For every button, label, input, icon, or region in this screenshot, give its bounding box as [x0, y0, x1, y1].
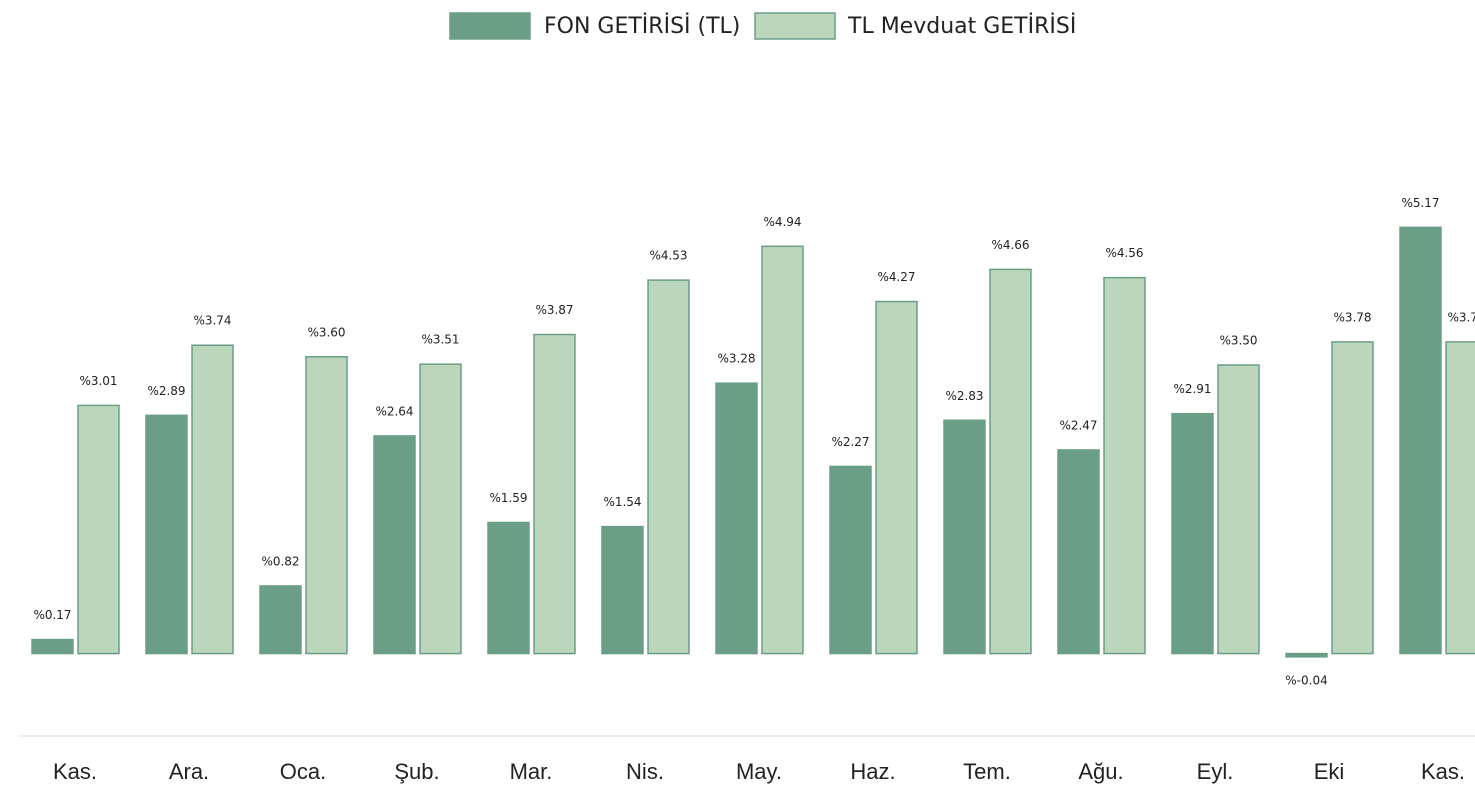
value-label: %2.89	[147, 384, 185, 398]
bar	[77, 404, 120, 655]
x-tick-label: Kas.	[1421, 759, 1465, 784]
bar	[1171, 412, 1214, 655]
bar	[601, 525, 644, 655]
x-tick-label: Nis.	[626, 759, 664, 784]
value-label: %3.60	[307, 325, 345, 339]
value-label: %3.87	[535, 303, 573, 317]
bar	[145, 414, 188, 655]
value-label: %4.27	[877, 270, 915, 284]
value-label: %3.28	[717, 352, 755, 366]
bar	[31, 638, 74, 655]
value-label: %2.83	[945, 389, 983, 403]
value-label: %2.27	[831, 435, 869, 449]
bar	[989, 268, 1032, 655]
bar	[1285, 652, 1328, 658]
bar	[373, 435, 416, 655]
x-tick-label: Haz.	[850, 759, 895, 784]
value-label: %4.56	[1105, 246, 1143, 260]
value-label: %4.53	[649, 249, 687, 263]
legend-swatch	[449, 12, 531, 40]
legend-label: TL Mevduat GETİRİSİ	[847, 13, 1076, 39]
x-tick-label: May.	[736, 759, 782, 784]
legend-swatch	[754, 12, 836, 40]
value-label: %3.74	[193, 314, 231, 328]
x-tick-label: Ara.	[169, 759, 209, 784]
value-label: %2.64	[375, 404, 413, 418]
x-tick-label: Şub.	[394, 759, 439, 784]
value-label: %1.54	[603, 495, 641, 509]
value-label: %4.94	[763, 215, 801, 229]
value-label: %2.47	[1059, 418, 1097, 432]
bar	[305, 356, 348, 655]
bar	[1103, 276, 1146, 655]
x-tick-label: Mar.	[510, 759, 553, 784]
value-label: %5.17	[1401, 196, 1439, 210]
bar	[1217, 364, 1260, 655]
value-label: %3.78	[1447, 310, 1475, 324]
x-tick-label: Tem.	[963, 759, 1011, 784]
value-label: %-0.04	[1285, 673, 1327, 687]
legend-label: FON GETİRİSİ (TL)	[544, 13, 740, 39]
x-tick-label: Eyl.	[1197, 759, 1234, 784]
value-label: %3.78	[1333, 310, 1371, 324]
x-tick-label: Eki	[1314, 759, 1345, 784]
value-label: %3.01	[79, 374, 117, 388]
bar	[647, 279, 690, 655]
bar	[1399, 226, 1442, 655]
bar	[533, 333, 576, 655]
x-tick-label: Ağu.	[1078, 759, 1123, 784]
x-tick-label: Oca.	[280, 759, 326, 784]
bar	[1445, 341, 1475, 655]
value-label: %1.59	[489, 491, 527, 505]
bar	[875, 300, 918, 655]
value-label: %4.66	[991, 238, 1029, 252]
bar	[1331, 341, 1374, 655]
bar	[715, 382, 758, 655]
bar	[419, 363, 462, 655]
bar	[761, 245, 804, 655]
bar	[487, 521, 530, 655]
bar	[191, 344, 234, 655]
x-tick-label: Kas.	[53, 759, 97, 784]
bar	[1057, 449, 1100, 655]
bar	[259, 585, 302, 655]
value-label: %0.82	[261, 554, 299, 568]
value-label: %3.50	[1219, 334, 1257, 348]
value-label: %2.91	[1173, 382, 1211, 396]
bar	[829, 465, 872, 655]
value-label: %3.51	[421, 333, 459, 347]
bar	[943, 419, 986, 655]
value-label: %0.17	[33, 608, 71, 622]
